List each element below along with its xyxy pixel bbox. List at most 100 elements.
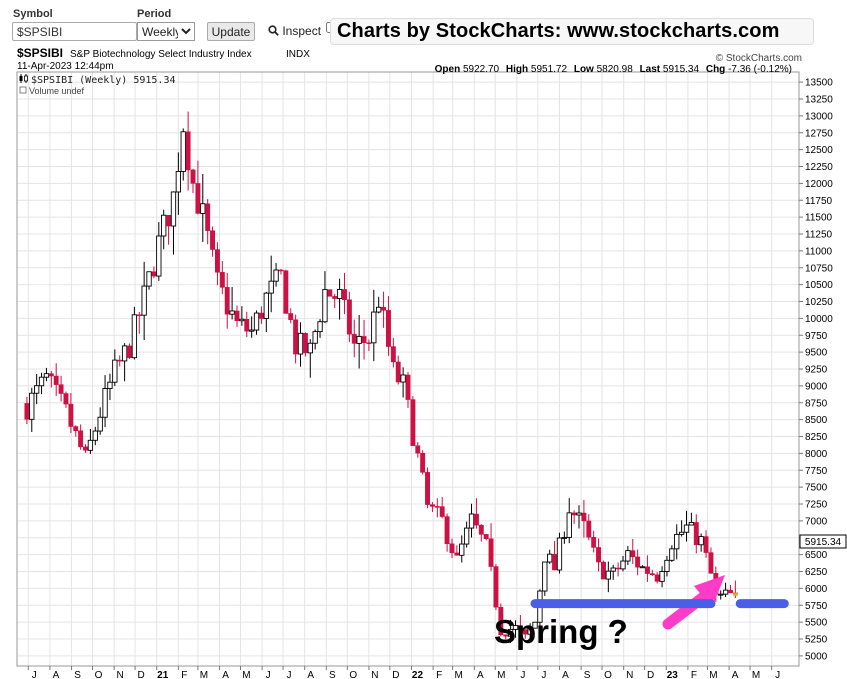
- candle-body: [43, 373, 50, 378]
- candle-body: [248, 329, 255, 332]
- candle-body: [415, 445, 421, 454]
- x-tick-label: S: [584, 670, 591, 679]
- x-tick-label: D: [392, 670, 399, 679]
- candle-body: [532, 621, 538, 629]
- candle-body: [698, 536, 704, 546]
- candle-body: [571, 512, 577, 516]
- candle-body: [381, 307, 387, 311]
- candle-body: [34, 385, 40, 394]
- candle-body: [517, 625, 523, 630]
- last-value: 5915.34: [663, 64, 700, 75]
- candle-body: [112, 359, 118, 383]
- header-name: S&P Biotechnology Select Industry Index: [70, 49, 252, 60]
- y-tick-label: 7250: [805, 500, 828, 511]
- candle-body: [53, 375, 59, 385]
- x-tick-label: 23: [667, 670, 679, 679]
- candle-body: [97, 416, 103, 432]
- open-label: Open: [435, 64, 461, 75]
- period-select[interactable]: Weekly: [137, 22, 195, 41]
- candle-body: [214, 249, 220, 273]
- annotations: Spring ?: [494, 575, 789, 650]
- candle-body: [121, 345, 128, 362]
- candle-body: [205, 203, 211, 231]
- candle-body: [342, 289, 347, 300]
- candle-body: [654, 574, 660, 582]
- candle-body: [659, 571, 665, 582]
- y-tick-label: 11250: [805, 230, 833, 241]
- candle-body: [449, 543, 455, 554]
- y-tick-label: 10000: [805, 314, 833, 325]
- candle-body: [78, 430, 84, 448]
- candle-body: [547, 553, 553, 563]
- symbol-label: Symbol: [13, 8, 53, 20]
- x-tick-label: N: [626, 670, 633, 679]
- update-button[interactable]: Update: [207, 22, 255, 41]
- candle-body: [151, 271, 157, 277]
- candle-body: [507, 628, 514, 637]
- candle-body: [63, 393, 69, 405]
- candle-body: [610, 567, 616, 572]
- candle-body: [48, 373, 54, 377]
- price-chart: 5000525055005750600062506500675070007250…: [16, 46, 847, 679]
- candle-body: [693, 522, 699, 546]
- candle-body: [200, 203, 206, 214]
- candle-body: [635, 556, 641, 568]
- candle-body: [376, 306, 382, 313]
- y-tick-label: 10500: [805, 280, 833, 291]
- symbol-input[interactable]: [12, 22, 137, 41]
- candle-body: [664, 559, 670, 572]
- candle-body: [195, 183, 201, 214]
- y-tick-label: 7750: [805, 466, 828, 477]
- low-value: 5820.98: [597, 64, 634, 75]
- candle-body: [273, 269, 279, 282]
- candle-body: [234, 310, 240, 322]
- candle-body: [674, 533, 680, 550]
- candle-body: [29, 392, 35, 420]
- candle-body: [366, 342, 372, 344]
- y-axis: 5000525055005750600062506500675070007250…: [799, 78, 833, 662]
- x-tick-label: M: [709, 670, 717, 679]
- candle-body: [527, 627, 533, 635]
- candle-body: [439, 506, 445, 517]
- y-tick-label: 5250: [805, 635, 828, 646]
- candle-body: [425, 472, 430, 505]
- candle-body: [512, 625, 519, 630]
- x-tick-label: M: [242, 670, 250, 679]
- x-tick-label: M: [455, 670, 463, 679]
- copyright: © StockCharts.com: [716, 53, 802, 64]
- candle-body: [170, 191, 177, 227]
- magnifier-icon: [268, 25, 279, 36]
- high-label: High: [506, 64, 528, 75]
- y-tick-label: 5000: [805, 651, 828, 662]
- candle-body: [131, 314, 138, 359]
- last-price-tag: 5915.34: [799, 534, 847, 549]
- legend-series: $SPSIBI (Weekly) 5915.34: [31, 75, 176, 86]
- last-candle-marker: [733, 592, 738, 596]
- candle-body: [346, 299, 352, 335]
- chg-value: -7.36 (-0.12%): [728, 64, 792, 75]
- candle-body: [420, 452, 426, 473]
- candle-body: [322, 289, 328, 323]
- inspect-toggle[interactable]: Inspect: [268, 24, 321, 38]
- candle-body: [356, 335, 362, 344]
- candle-body: [463, 527, 470, 545]
- candle-body: [605, 570, 611, 580]
- candle-body: [107, 381, 113, 389]
- candle-body: [293, 319, 299, 355]
- volume-legend-icon: [19, 86, 27, 94]
- candle-body: [332, 296, 338, 299]
- candle-body: [268, 280, 274, 294]
- candle-body: [400, 374, 406, 383]
- candle-body: [503, 634, 509, 637]
- candle-body: [703, 536, 709, 553]
- candle-body: [219, 272, 225, 288]
- candle-body: [351, 333, 357, 344]
- candle-body: [102, 388, 108, 418]
- candle-body: [136, 314, 142, 317]
- banner-text: Charts by StockCharts: www.stockcharts.c…: [337, 20, 780, 42]
- candle-body: [302, 333, 308, 354]
- candle-body: [591, 536, 597, 548]
- y-tick-label: 11500: [805, 213, 833, 224]
- header-exchange: INDX: [286, 49, 310, 60]
- candle-body: [639, 566, 646, 569]
